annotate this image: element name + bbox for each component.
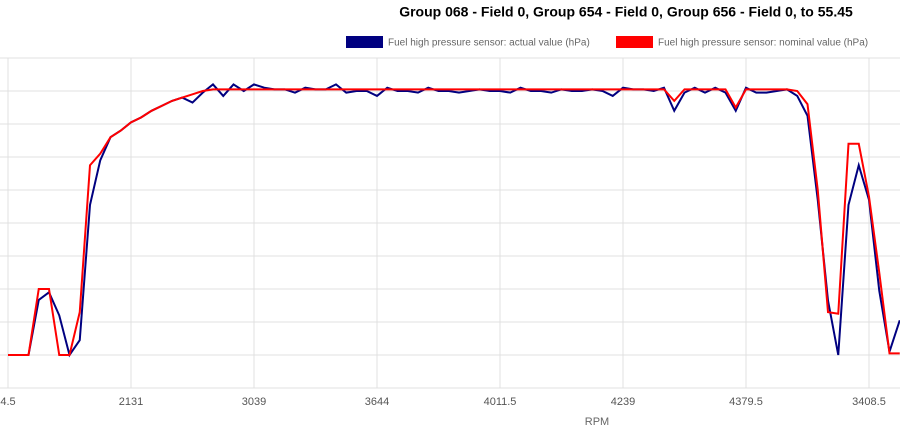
chart-title: Group 068 - Field 0, Group 654 - Field 0…: [399, 4, 853, 20]
x-tick-label: 4239: [611, 396, 635, 408]
x-tick-label: 4379.5: [729, 396, 763, 408]
legend-label: Fuel high pressure sensor: nominal value…: [658, 38, 868, 49]
x-axis-label: RPM: [585, 416, 609, 428]
legend-label: Fuel high pressure sensor: actual value …: [388, 38, 590, 49]
x-tick-label: 3644: [365, 396, 389, 408]
x-tick-label: 3408.5: [852, 396, 886, 408]
x-tick-label: 4.5: [0, 396, 15, 408]
x-tick-label: 3039: [242, 396, 266, 408]
legend-swatch: [616, 36, 653, 48]
legend: Fuel high pressure sensor: actual value …: [346, 36, 868, 49]
legend-swatch: [346, 36, 383, 48]
data-line: [8, 83, 900, 358]
x-tick-label: 4011.5: [484, 396, 517, 408]
x-tick-label: 2131: [119, 396, 143, 408]
data-line: [8, 88, 900, 356]
